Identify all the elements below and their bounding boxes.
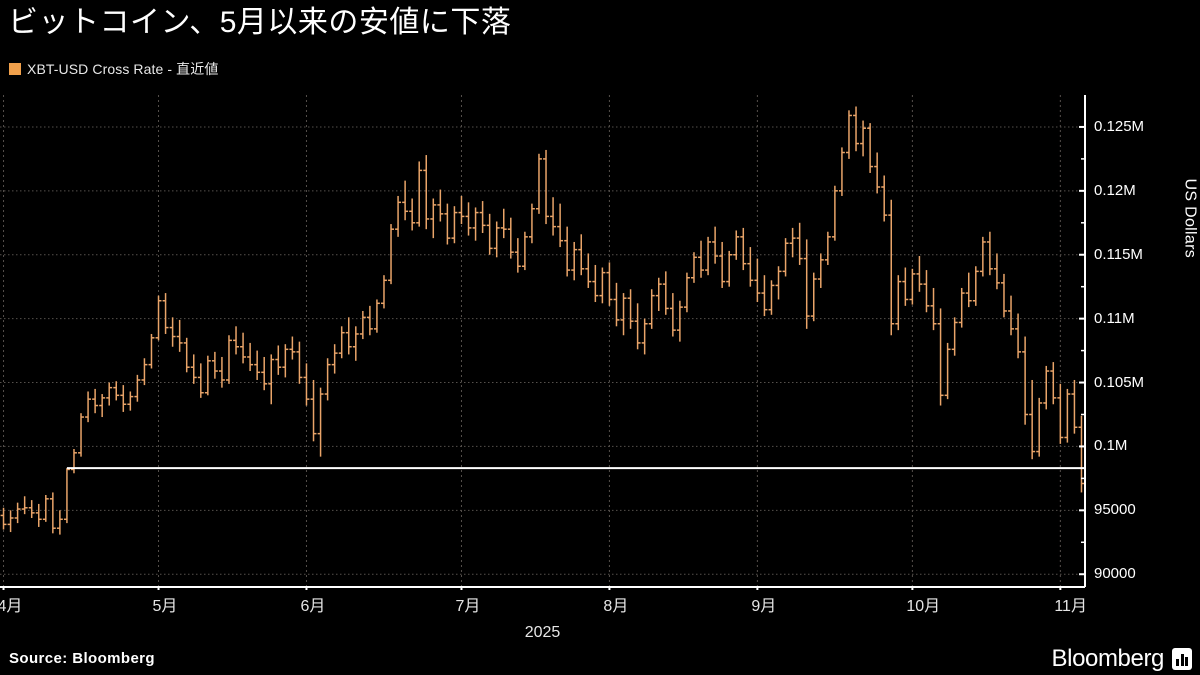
legend-color-swatch [9, 63, 21, 75]
y-axis-tick-label: 0.105M [1094, 373, 1145, 391]
y-axis-tick-label: 0.12M [1094, 181, 1136, 199]
x-axis-tick-label: 11月 [1054, 598, 1087, 615]
bloomberg-bars-icon [1172, 648, 1192, 670]
y-axis-title: US Dollars [1181, 178, 1198, 258]
x-axis-tick-label: 5月 [152, 598, 178, 615]
y-axis-tick-label: 0.1M [1094, 437, 1128, 455]
axis-lines [0, 95, 1086, 588]
y-axis-tick-label: 95000 [1094, 501, 1136, 519]
chart-legend: XBT-USD Cross Rate - 直近値 [9, 60, 218, 78]
y-axis-tick-label: 0.11M [1094, 309, 1135, 327]
axis-ticks [2, 125, 1085, 590]
y-axis-tick-label: 0.115M [1094, 245, 1143, 263]
gridlines [0, 95, 1085, 587]
y-axis-tick-label: 0.125M [1094, 117, 1145, 135]
x-axis-tick-label: 4月 [0, 598, 23, 615]
legend-series-label: XBT-USD Cross Rate - 直近値 [27, 61, 219, 77]
x-axis-title: 2025 [524, 624, 561, 641]
brand-wordmark: Bloomberg [1051, 645, 1165, 672]
bloomberg-brand: Bloomberg [1052, 645, 1192, 673]
plot-area [0, 95, 1200, 590]
x-axis-tick-label: 9月 [751, 598, 777, 615]
x-axis-tick-label: 8月 [603, 598, 629, 615]
page-title: ビットコイン、5月以来の安値に下落 [8, 6, 512, 39]
ohlc-bars [0, 106, 1085, 535]
y-axis-tick-label: 90000 [1094, 565, 1136, 583]
ohlc-chart-svg [0, 95, 1086, 590]
x-axis-tick-label: 10月 [906, 598, 941, 615]
x-axis-tick-label: 7月 [455, 598, 481, 615]
source-credit: Source: Bloomberg [9, 650, 155, 667]
x-axis-tick-label: 6月 [300, 598, 326, 615]
